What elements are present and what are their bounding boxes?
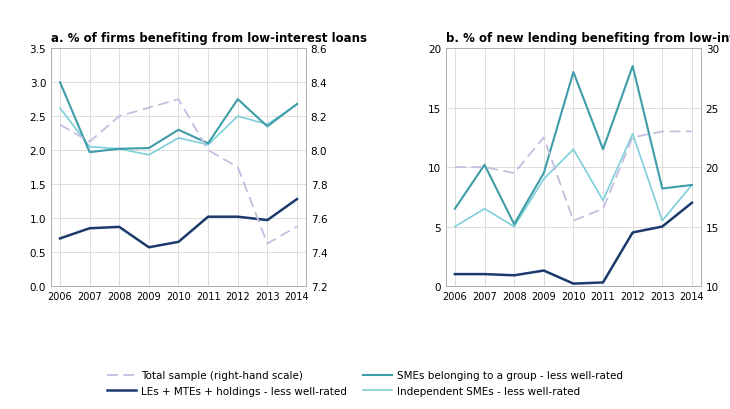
Legend: Total sample (right-hand scale), LEs + MTEs + holdings - less well-rated, SMEs b: Total sample (right-hand scale), LEs + M… (103, 366, 627, 400)
Text: b. % of new lending benefiting from low-interest loans: b. % of new lending benefiting from low-… (446, 32, 730, 45)
Text: a. % of firms benefiting from low-interest loans: a. % of firms benefiting from low-intere… (51, 32, 367, 45)
